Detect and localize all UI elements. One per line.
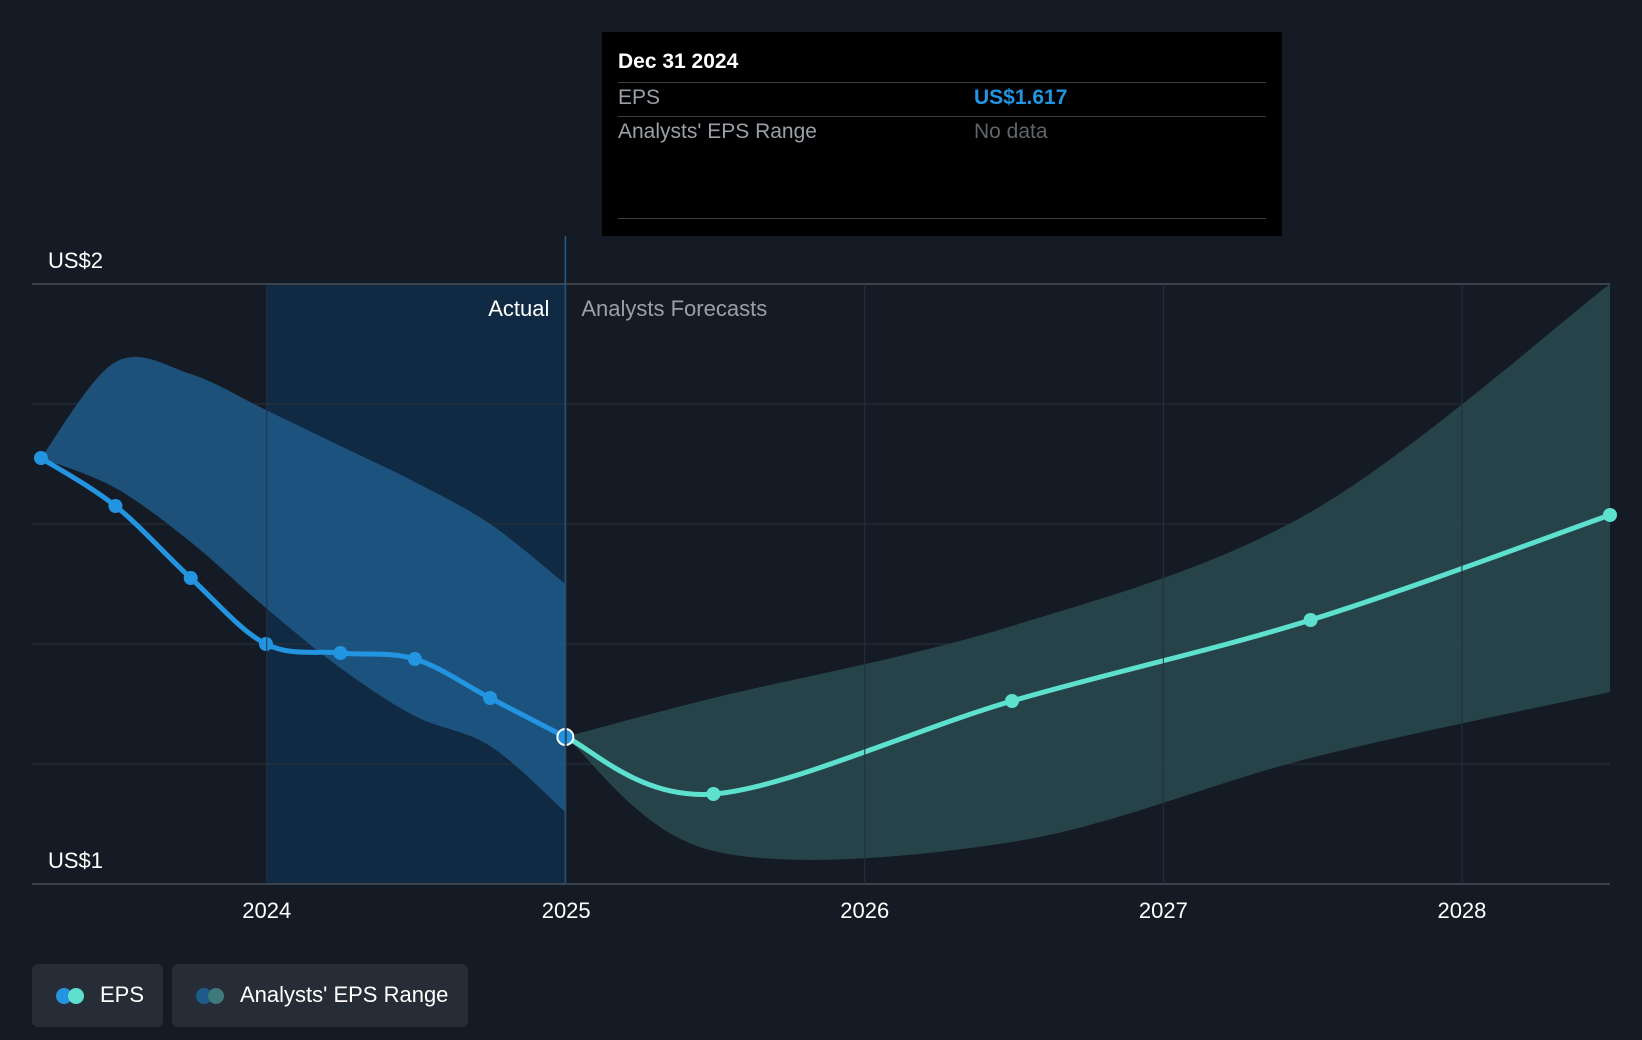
tooltip-eps-label: EPS bbox=[618, 86, 661, 109]
y-tick-label: US$2 bbox=[48, 248, 103, 273]
eps-marker bbox=[1005, 694, 1020, 708]
legend-range-label: Analysts' EPS Range bbox=[240, 982, 449, 1007]
tooltip-range-value: No data bbox=[974, 120, 1048, 143]
x-tick-label: 2026 bbox=[840, 898, 889, 923]
x-tick-label: 2025 bbox=[542, 898, 591, 923]
x-axis: 2024 2025 2026 2027 2028 bbox=[242, 284, 1486, 923]
tooltip-divider bbox=[618, 116, 1266, 117]
tooltip-range-label: Analysts' EPS Range bbox=[618, 120, 817, 143]
eps-line-actual bbox=[38, 455, 568, 740]
eps-marker bbox=[407, 652, 422, 666]
range-forecast-dot-icon bbox=[208, 988, 224, 1004]
x-tick-label: 2028 bbox=[1437, 898, 1486, 923]
eps-line-forecast bbox=[562, 512, 1613, 797]
legend-range-button[interactable]: Analysts' EPS Range bbox=[172, 964, 468, 1027]
eps-marker bbox=[483, 691, 498, 705]
x-tick-label: 2024 bbox=[242, 898, 291, 923]
eps-marker bbox=[1303, 613, 1318, 627]
range-band-forecast bbox=[565, 284, 1611, 860]
tooltip: Dec 31 2024 EPS US$1.617 Analysts' EPS R… bbox=[602, 32, 1282, 236]
range-band-actual bbox=[40, 356, 566, 812]
x-tick-label: 2027 bbox=[1139, 898, 1188, 923]
eps-marker bbox=[108, 499, 123, 513]
legend-eps-label: EPS bbox=[100, 982, 145, 1007]
eps-marker bbox=[183, 571, 198, 585]
forecast-label: Analysts Forecasts bbox=[581, 296, 767, 321]
y-axis: US$1 US$2 bbox=[48, 248, 103, 873]
tooltip-eps-value: US$1.617 bbox=[974, 86, 1068, 109]
tooltip-divider bbox=[618, 218, 1266, 219]
y-tick-label: US$1 bbox=[48, 848, 103, 873]
eps-lines bbox=[38, 455, 1613, 797]
eps-forecast-dot-icon bbox=[68, 988, 84, 1004]
eps-marker bbox=[258, 637, 273, 651]
legend-eps-button[interactable]: EPS bbox=[32, 964, 163, 1027]
eps-marker bbox=[1603, 508, 1617, 522]
tooltip-date: Dec 31 2024 bbox=[618, 50, 739, 73]
actual-label: Actual bbox=[488, 296, 549, 321]
eps-marker bbox=[333, 646, 348, 660]
tooltip-divider bbox=[618, 82, 1266, 83]
range-bands bbox=[40, 284, 1611, 860]
eps-marker bbox=[33, 451, 48, 465]
eps-marker bbox=[706, 787, 721, 801]
